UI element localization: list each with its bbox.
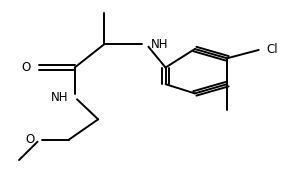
Text: NH: NH <box>151 38 168 51</box>
Text: NH: NH <box>51 91 69 104</box>
Text: O: O <box>21 61 31 74</box>
Text: Cl: Cl <box>267 43 278 56</box>
Text: O: O <box>25 133 35 146</box>
